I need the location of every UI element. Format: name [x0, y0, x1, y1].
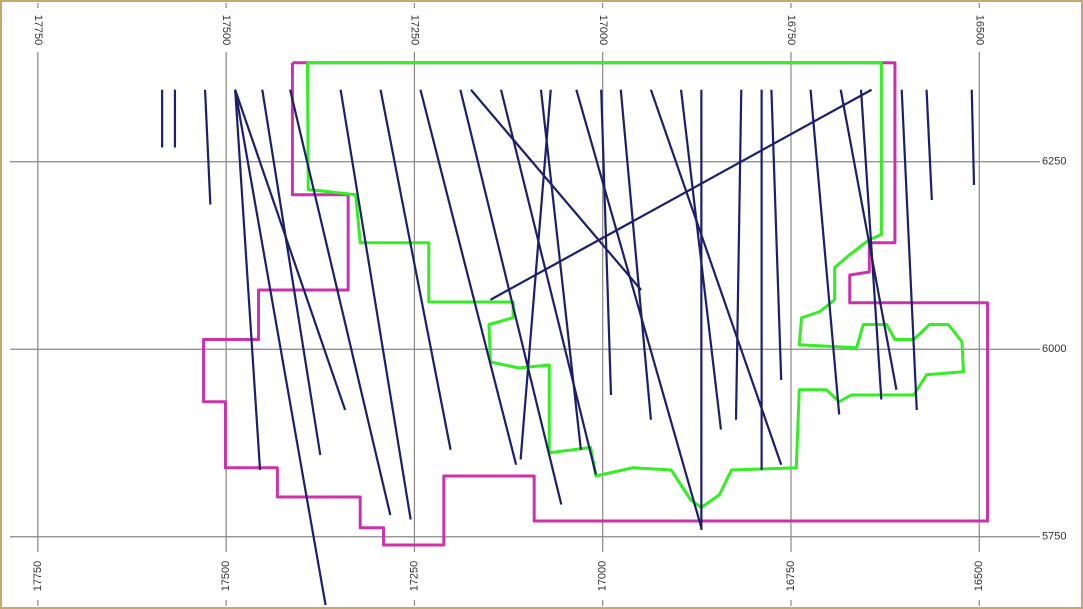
series-line [234, 89, 327, 606]
x-tick-label: 17500 [220, 561, 232, 592]
series-line [649, 89, 783, 466]
series-line [305, 61, 965, 509]
series-line [470, 89, 642, 291]
series-line [261, 89, 322, 456]
x-tick-label: 16500 [973, 561, 985, 592]
label-bg [595, 552, 610, 600]
series-line [900, 89, 918, 411]
series-line [499, 89, 597, 475]
series-line [489, 88, 873, 301]
series-line [419, 89, 518, 466]
series-line [234, 89, 347, 411]
label-bg [783, 552, 798, 600]
series-line [575, 89, 703, 529]
series-line [459, 89, 563, 505]
series-line [925, 89, 933, 201]
label-bg [1040, 528, 1080, 545]
series-line [539, 89, 582, 450]
label-bg [407, 8, 422, 52]
y-tick-label: 6250 [1042, 156, 1066, 168]
series-line [970, 89, 976, 186]
x-tick-label: 17250 [409, 15, 421, 46]
x-tick-label: 16750 [785, 561, 797, 592]
series-line [770, 89, 783, 381]
label-bg [407, 552, 422, 600]
label-bg [783, 8, 798, 52]
label-bg [30, 552, 45, 600]
label-bg [219, 552, 234, 600]
x-tick-label: 17750 [32, 15, 44, 46]
label-bg [972, 8, 987, 52]
series-line [619, 89, 653, 420]
series-line [734, 89, 743, 420]
series-line [202, 61, 990, 547]
x-tick-label: 17000 [597, 561, 609, 592]
label-bg [30, 8, 45, 52]
x-tick-label: 17000 [597, 15, 609, 46]
label-bg [972, 552, 987, 600]
series-line [339, 89, 412, 520]
y-tick-label: 6000 [1042, 343, 1066, 355]
series-line [839, 89, 898, 390]
series-line [289, 89, 392, 516]
x-tick-label: 17500 [220, 15, 232, 46]
label-bg [595, 8, 610, 52]
label-bg [1040, 153, 1080, 170]
x-tick-label: 16750 [785, 15, 797, 46]
series-line [234, 89, 262, 471]
series-line [859, 89, 883, 400]
series-line [809, 89, 841, 415]
x-tick-label: 17750 [32, 561, 44, 592]
label-bg [219, 8, 234, 52]
y-tick-label: 5750 [1042, 531, 1066, 543]
label-bg [1040, 341, 1080, 358]
series-line [600, 89, 613, 396]
x-tick-label: 16500 [973, 15, 985, 46]
x-tick-label: 17250 [408, 561, 420, 592]
series-line [379, 89, 452, 450]
series-line [679, 89, 723, 430]
series-line [203, 89, 212, 205]
series-line [519, 89, 552, 460]
